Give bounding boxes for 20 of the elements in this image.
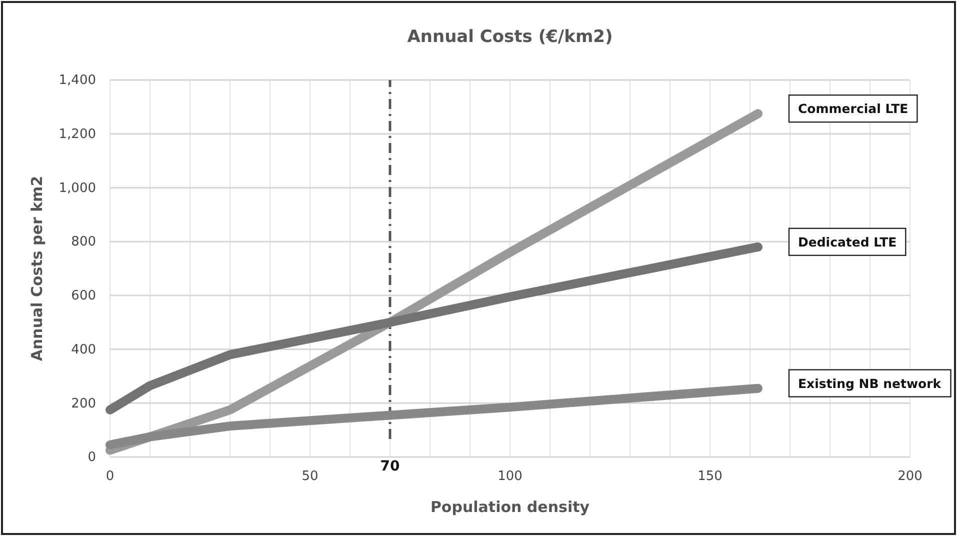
text: Existing NB network	[798, 376, 942, 391]
text: Dedicated LTE	[798, 234, 897, 250]
y-tick-label: 1,200	[58, 127, 96, 142]
y-tick-label: 1,000	[58, 180, 96, 196]
y-tick-label: 400	[71, 342, 96, 358]
x-tick-label: 100	[498, 469, 522, 484]
x-tick-label: 200	[898, 469, 922, 484]
x-axis-title: Population density	[430, 498, 590, 516]
chart-title: Annual Costs (€/km2)	[407, 27, 613, 47]
y-tick-label: 800	[71, 234, 96, 250]
y-tick-label: 1,400	[58, 73, 96, 88]
ref-line-label: 70	[380, 458, 400, 475]
x-tick-label: 50	[302, 469, 318, 484]
y-tick-label: 200	[71, 396, 96, 412]
y-axis-title: Annual Costs per km2	[28, 176, 46, 362]
y-tick-label: 600	[71, 288, 96, 304]
text: Commercial LTE	[798, 101, 908, 116]
y-tick-label: 0	[88, 450, 96, 466]
x-tick-label: 150	[698, 469, 722, 484]
x-tick-label: 0	[106, 469, 114, 484]
